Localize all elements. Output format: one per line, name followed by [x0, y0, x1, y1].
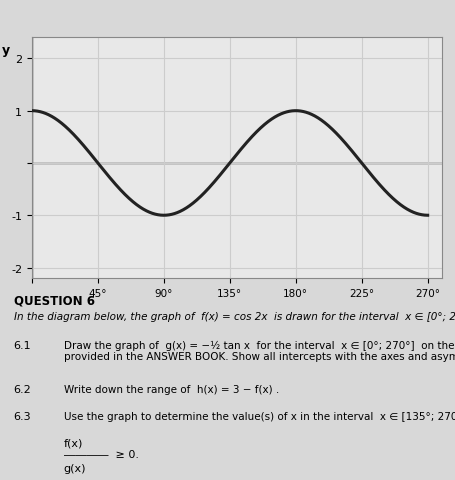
- Text: Draw the graph of  g(x) = −½ tan x  for the interval  x ∈ [0°; 270°]  on the gri: Draw the graph of g(x) = −½ tan x for th…: [64, 340, 455, 361]
- Text: y: y: [1, 44, 10, 57]
- Text: f(x)
――――  ≥ 0.: f(x) ―――― ≥ 0.: [64, 438, 138, 459]
- Text: 6.3: 6.3: [14, 411, 31, 421]
- Text: Write down the range of  h(x) = 3 − f(x) .: Write down the range of h(x) = 3 − f(x) …: [64, 384, 278, 394]
- Text: QUESTION 6: QUESTION 6: [14, 294, 95, 307]
- Text: In the diagram below, the graph of  f(x) = cos 2x  is drawn for the interval  x : In the diagram below, the graph of f(x) …: [14, 311, 455, 321]
- Text: Use the graph to determine the value(s) of x in the interval  x ∈ [135°; 270°]  : Use the graph to determine the value(s) …: [64, 411, 455, 421]
- Text: g(x): g(x): [64, 463, 86, 473]
- Text: 6.1: 6.1: [14, 340, 31, 350]
- Text: 6.2: 6.2: [14, 384, 31, 394]
- Text: x: x: [0, 479, 1, 480]
